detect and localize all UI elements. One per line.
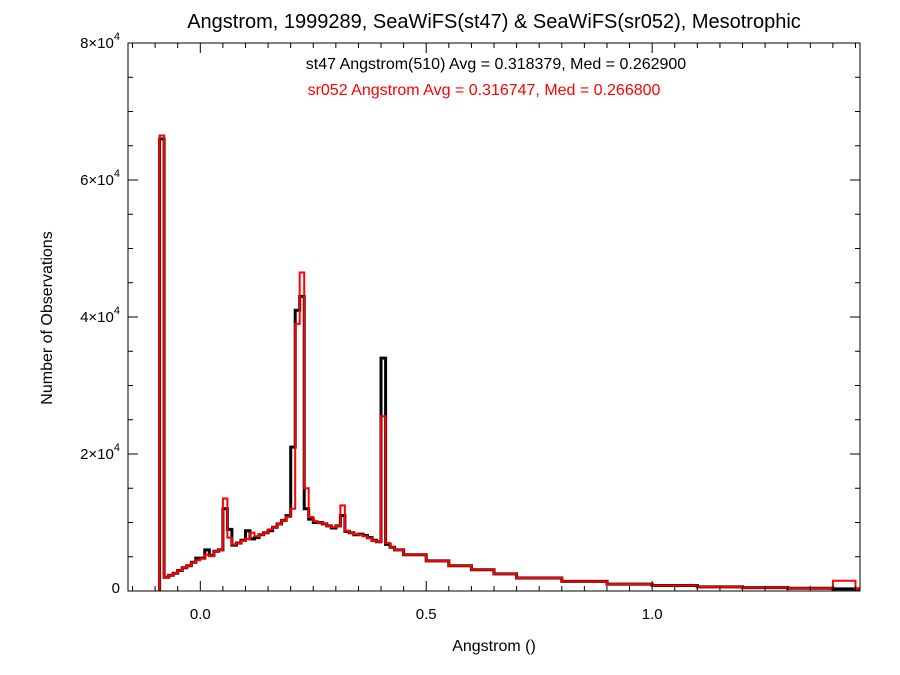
y-tick-exponent: 4 — [114, 305, 120, 317]
y-tick-label: 8×104 — [80, 31, 120, 52]
y-tick-exponent: 4 — [114, 442, 120, 454]
x-tick-label: 0.0 — [190, 606, 211, 623]
y-tick-label: 4×104 — [80, 305, 120, 326]
series-line-1 — [158, 137, 860, 591]
y-tick-exponent: 4 — [114, 31, 120, 43]
y-tick-mantissa: 4×10 — [80, 309, 114, 326]
sr052-stats-annotation: sr052 Angstrom Avg = 0.316747, Med = 0.2… — [308, 82, 661, 99]
y-tick-label: 0 — [112, 580, 120, 597]
y-tick-mantissa: 6×10 — [80, 172, 114, 189]
y-tick-exponent: 4 — [114, 168, 120, 180]
x-tick-label: 1.0 — [642, 606, 663, 623]
x-axis-label: Angstrom () — [452, 638, 536, 655]
plot-frame — [127, 42, 861, 592]
y-tick-label: 2×104 — [80, 442, 120, 463]
series-line-2 — [158, 134, 860, 591]
x-tick-label: 0.5 — [416, 606, 437, 623]
chart-title: Angstrom, 1999289, SeaWiFS(st47) & SeaWi… — [187, 11, 801, 33]
y-tick-label: 6×104 — [80, 168, 120, 189]
y-tick-mantissa: 2×10 — [80, 446, 114, 463]
y-tick-mantissa: 8×10 — [80, 35, 114, 52]
y-axis-label: Number of Observations — [39, 231, 56, 404]
st47-stats-annotation: st47 Angstrom(510) Avg = 0.318379, Med =… — [306, 56, 687, 73]
series-layer — [158, 134, 860, 591]
